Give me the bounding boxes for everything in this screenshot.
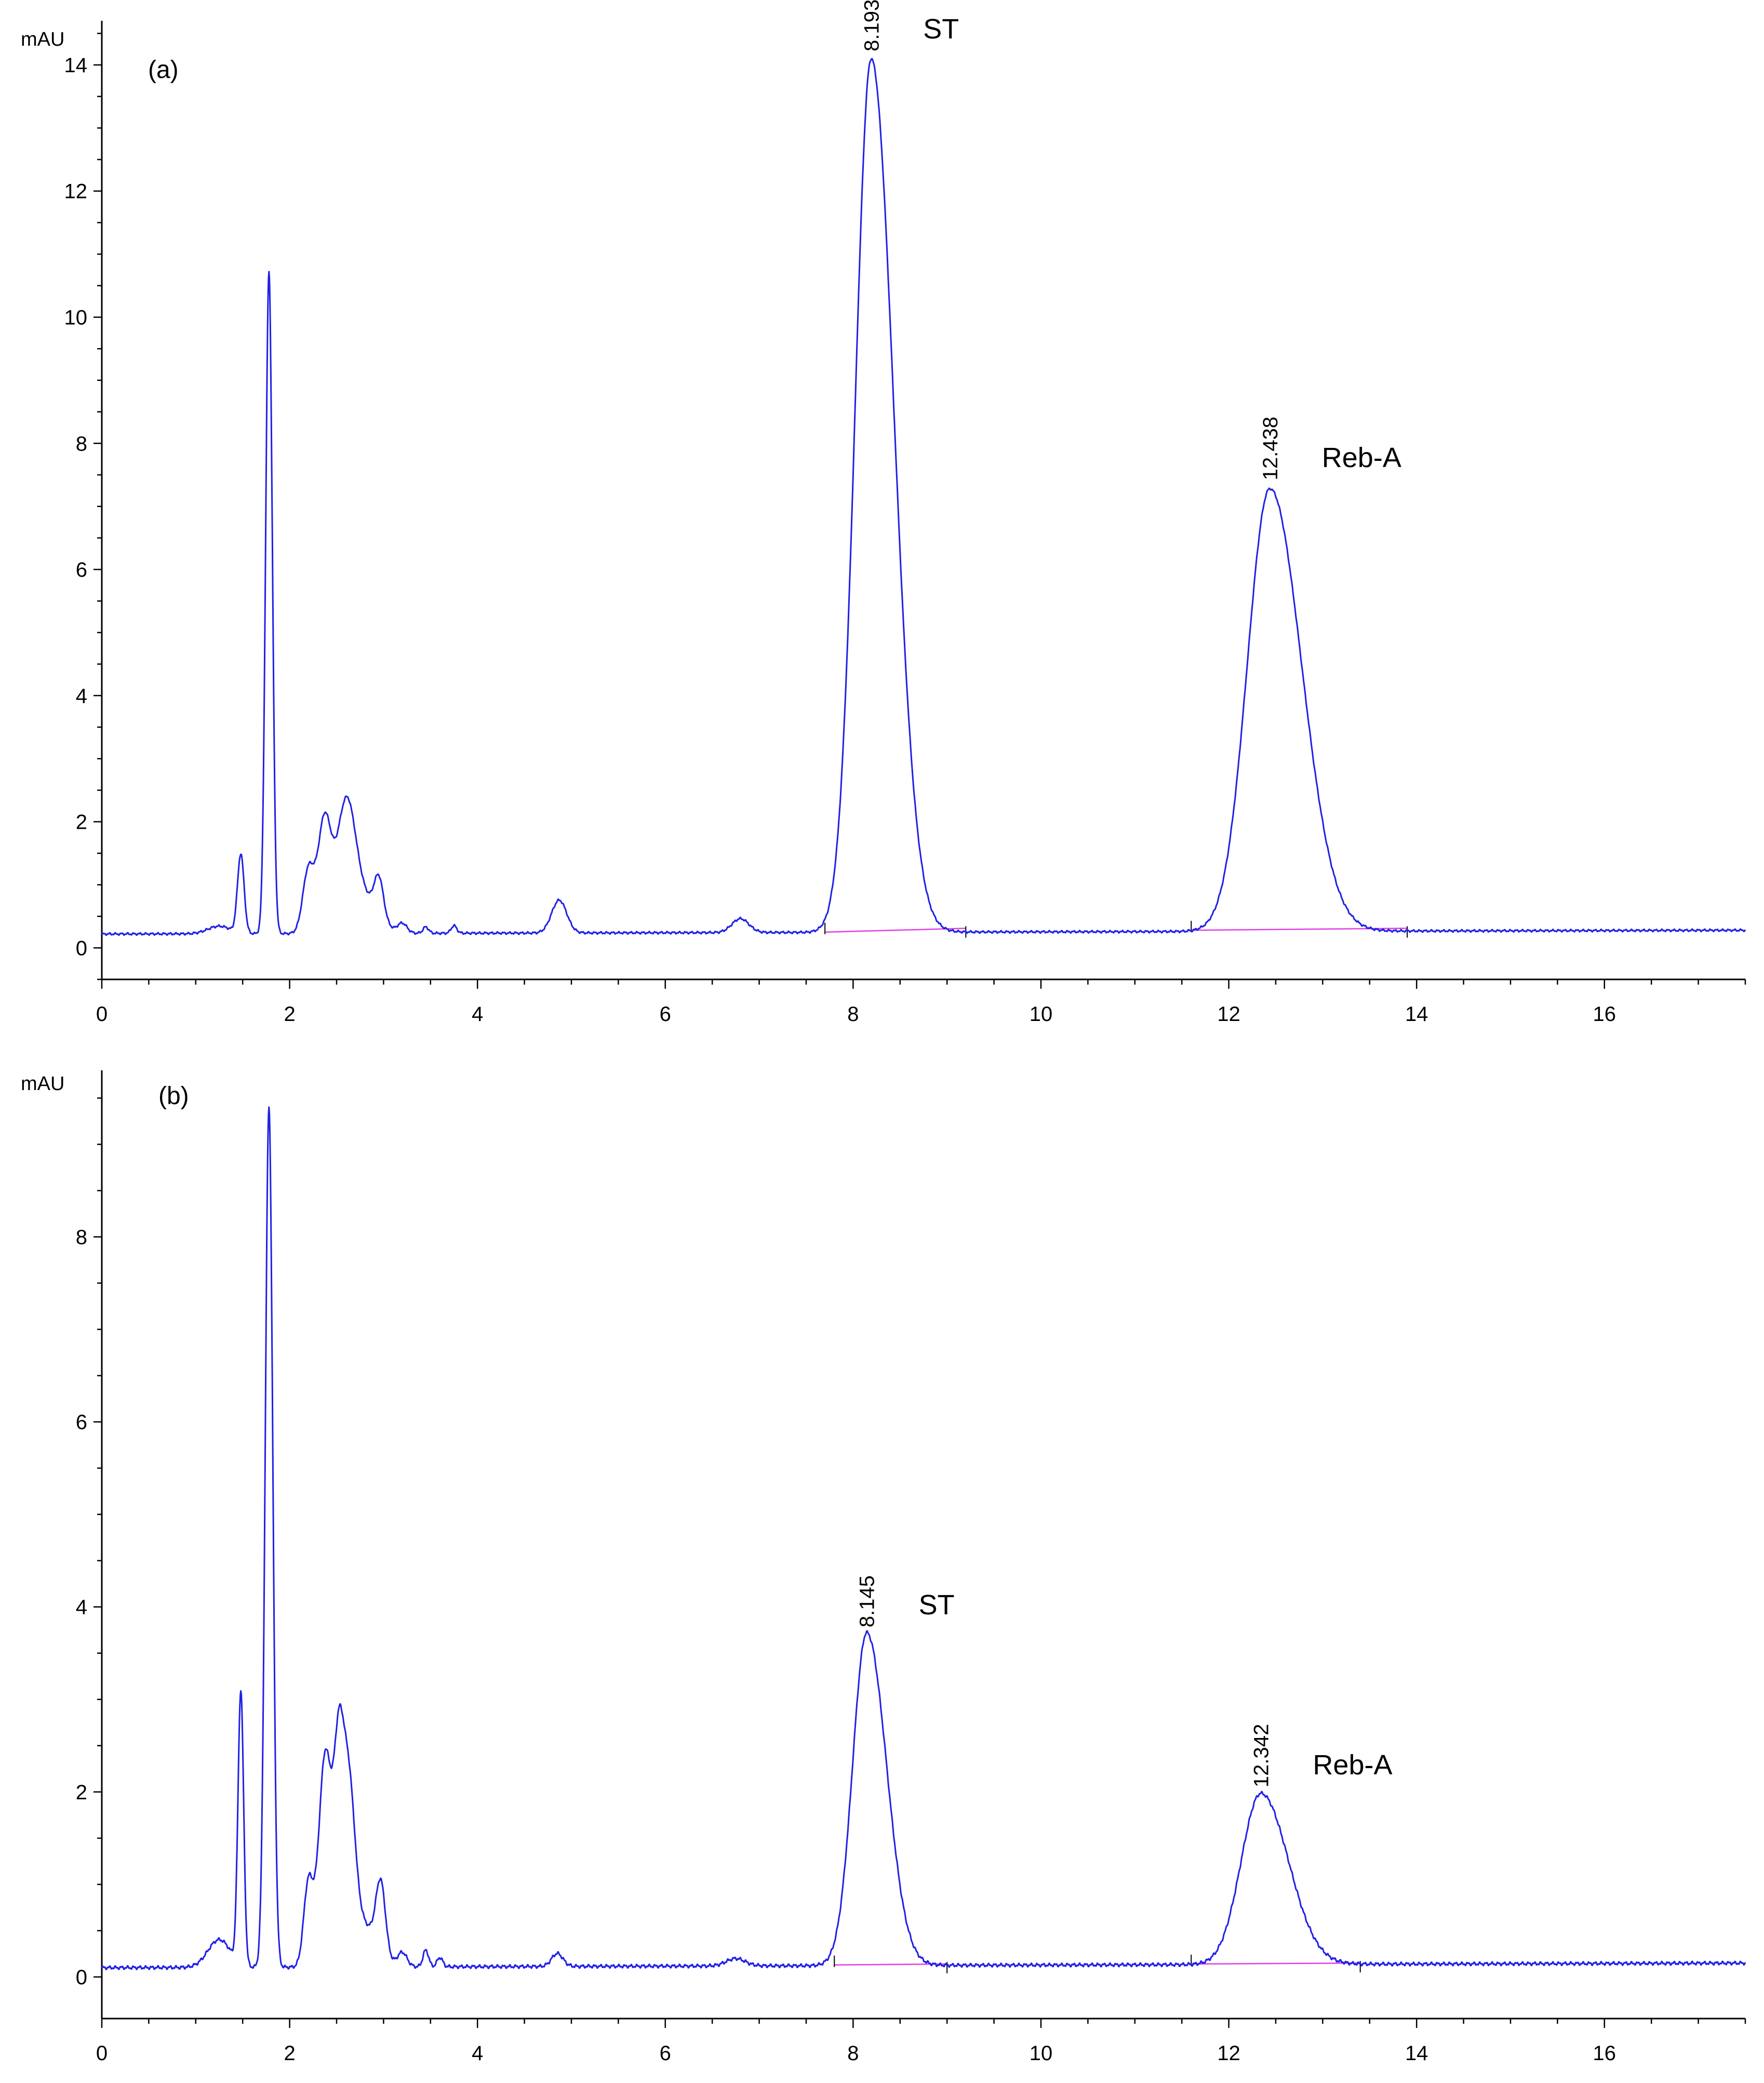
x-tick-label: 12 [1217,2042,1240,2065]
x-tick-label: 14 [1405,2042,1428,2065]
y-tick-label: 12 [64,180,88,203]
y-tick-label: 10 [64,306,88,329]
y-tick-label: 8 [76,1226,87,1249]
x-tick-label: 6 [660,1003,671,1026]
panel-label: (b) [158,1082,189,1110]
y-tick-label: 0 [76,937,87,960]
x-tick-label: 2 [284,1003,295,1026]
retention-time-label: 8.145 [856,1575,879,1627]
x-tick-label: 4 [472,2042,483,2065]
y-tick-label: 4 [76,685,87,708]
x-tick-label: 0 [96,2042,108,2065]
x-tick-label: 10 [1030,2042,1053,2065]
retention-time-label: 8.193 [860,0,883,51]
y-tick-label: 6 [76,1411,87,1434]
peak-compound-label: ST [919,1589,955,1621]
integration-baseline [825,927,966,933]
x-tick-label: 2 [284,2042,295,2065]
y-tick-label: 4 [76,1596,87,1619]
peak-compound-label: ST [923,14,959,45]
x-tick-label: 14 [1405,1003,1428,1026]
x-tick-label: 0 [96,1003,108,1026]
chromatogram-trace [101,1106,1746,1970]
peak-compound-label: Reb-A [1322,442,1401,473]
y-tick-label: 6 [76,559,87,581]
chromatogram-panel-a: mAU (a) 0 2 4 6 8 10 12 14 0 2 4 6 8 10 12 14 16 8.193 ST 1… [21,0,1746,1026]
retention-time-label: 12.342 [1250,1724,1273,1787]
y-tick-label: 8 [76,432,87,455]
x-tick-label: 8 [847,1003,859,1026]
chromatogram-trace [101,58,1746,936]
x-tick-label: 4 [472,1003,483,1026]
y-axis-unit-label: mAU [21,1073,64,1095]
y-tick-label: 14 [64,54,88,77]
peak-compound-label: Reb-A [1313,1749,1392,1781]
y-tick-label: 2 [76,1781,87,1804]
y-axis-unit-label: mAU [21,29,64,50]
x-tick-label: 12 [1217,1003,1240,1026]
x-tick-label: 10 [1030,1003,1053,1026]
chromatogram-a-svg: mAU (a) 0 2 4 6 8 10 12 14 0 2 4 6 8 10 12 14 16 8.193 ST 1… [21,0,1746,1026]
integration-baseline [834,1963,947,1966]
x-tick-label: 16 [1593,2042,1616,2065]
y-tick-label: 0 [76,1966,87,1989]
integration-baseline [1191,1962,1360,1965]
x-tick-label: 8 [847,2042,859,2065]
x-tick-label: 6 [660,2042,671,2065]
x-tick-label: 16 [1593,1003,1616,1026]
panel-label: (a) [148,56,179,84]
chromatogram-panel-b: mAU (b) 0 2 4 6 8 0 2 4 6 8 10 12 14 16 8.145 ST 12.342 R… [0,1042,1764,2083]
y-tick-label: 2 [76,811,87,834]
chromatogram-b-svg: mAU (b) 0 2 4 6 8 0 2 4 6 8 10 12 14 16 8.145 ST 12.342 R… [21,1070,1746,2065]
retention-time-label: 12.438 [1259,417,1282,480]
